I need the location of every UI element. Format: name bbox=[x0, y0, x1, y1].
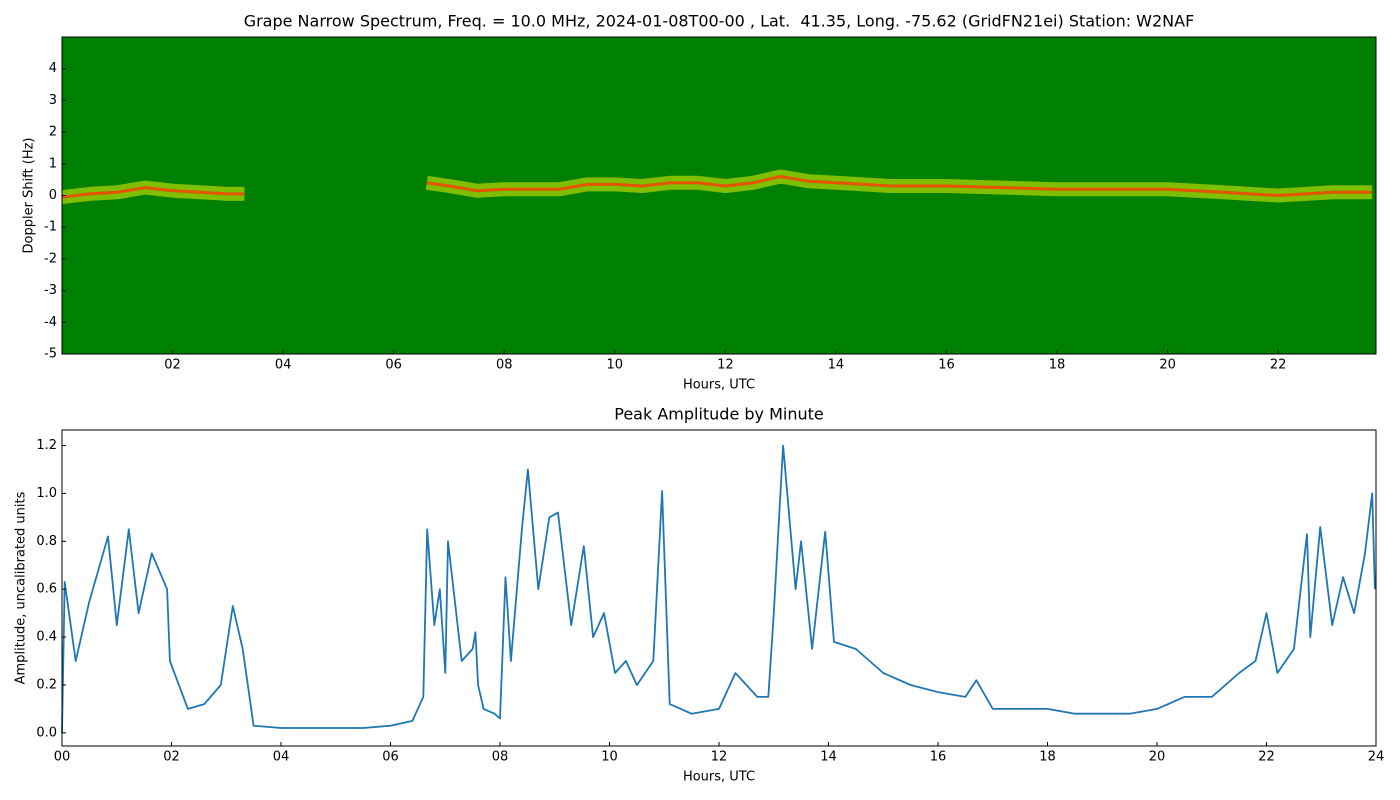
x-tick-label: 18 bbox=[1039, 750, 1056, 765]
y-axis-label: Amplitude, uncalibrated units bbox=[14, 491, 29, 684]
y-tick-label: -4 bbox=[44, 315, 57, 330]
x-tick-label: 16 bbox=[930, 750, 947, 765]
y-tick-label: -5 bbox=[44, 347, 57, 362]
x-tick-label: 18 bbox=[1049, 358, 1066, 373]
y-tick-label: 0.8 bbox=[36, 534, 57, 549]
x-tick-label: 08 bbox=[492, 750, 509, 765]
x-tick-label: 02 bbox=[163, 750, 180, 765]
x-tick-label: 20 bbox=[1159, 358, 1176, 373]
x-tick-label: 20 bbox=[1149, 750, 1166, 765]
x-tick-label: 04 bbox=[275, 358, 292, 373]
y-axis-label: Doppler Shift (Hz) bbox=[22, 138, 37, 254]
chart-title: Peak Amplitude by Minute bbox=[614, 405, 824, 424]
x-tick-label: 22 bbox=[1270, 358, 1287, 373]
y-tick-label: 0 bbox=[49, 188, 57, 203]
y-tick-label: 0.4 bbox=[36, 630, 57, 645]
x-tick-label: 14 bbox=[828, 358, 845, 373]
y-tick-label: 1.0 bbox=[36, 486, 57, 501]
x-tick-label: 12 bbox=[717, 358, 734, 373]
y-tick-label: -1 bbox=[44, 220, 57, 235]
amplitude-line bbox=[61, 444, 1376, 733]
x-axis-label: Hours, UTC bbox=[683, 770, 755, 785]
y-tick-label: 0.6 bbox=[36, 582, 57, 597]
y-tick-label: 4 bbox=[49, 61, 57, 76]
y-tick-label: -2 bbox=[44, 251, 57, 266]
y-tick-label: 1 bbox=[49, 156, 57, 171]
x-tick-label: 02 bbox=[164, 358, 181, 373]
x-tick-label: 04 bbox=[273, 750, 290, 765]
x-tick-label: 24 bbox=[1368, 750, 1385, 765]
x-tick-label: 10 bbox=[607, 358, 624, 373]
x-axis-label: Hours, UTC bbox=[683, 378, 755, 393]
x-tick-label: 10 bbox=[601, 750, 618, 765]
x-tick-label: 14 bbox=[820, 750, 837, 765]
y-tick-label: 0.0 bbox=[36, 725, 57, 740]
y-tick-label: 3 bbox=[49, 93, 57, 108]
y-tick-label: 0.2 bbox=[36, 677, 57, 692]
signal-trace bbox=[61, 175, 1373, 199]
x-tick-label: 06 bbox=[382, 750, 399, 765]
x-tick-label: 00 bbox=[54, 750, 71, 765]
x-tick-label: 12 bbox=[711, 750, 728, 765]
x-tick-label: 06 bbox=[385, 358, 402, 373]
x-tick-label: 08 bbox=[496, 358, 513, 373]
x-tick-label: 16 bbox=[938, 358, 955, 373]
x-tick-label: 22 bbox=[1258, 750, 1275, 765]
y-tick-label: 2 bbox=[49, 125, 57, 140]
y-tick-label: -3 bbox=[44, 283, 57, 298]
y-tick-label: 1.2 bbox=[36, 438, 57, 453]
chart-title: Grape Narrow Spectrum, Freq. = 10.0 MHz,… bbox=[244, 12, 1195, 31]
